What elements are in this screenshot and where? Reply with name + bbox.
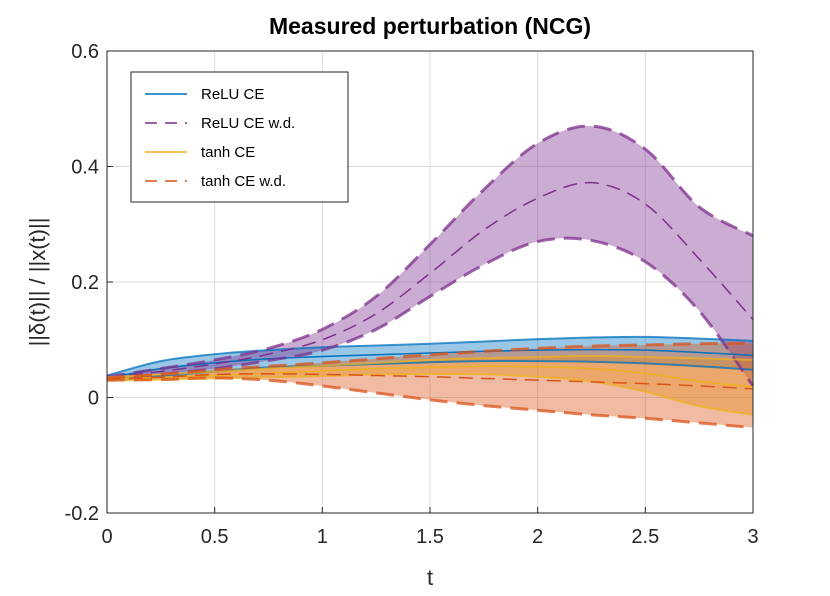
legend-label: tanh CE <box>201 144 255 161</box>
y-tick-label: 0 <box>88 388 99 410</box>
band-relu-ce-w-d <box>107 125 753 386</box>
y-axis-label: ||δ(t)|| / ||x(t)|| <box>25 218 50 347</box>
line-tanh-ce-w-d <box>106 373 754 390</box>
line-relu-ce-w-d <box>106 181 754 379</box>
x-tick-label: 0.5 <box>201 526 229 548</box>
upper-bound-relu-ce <box>106 335 754 377</box>
lower-bound-tanh-ce <box>106 372 754 416</box>
confidence-bands <box>107 125 753 428</box>
legend-label: ReLU CE <box>201 86 264 103</box>
legend-label: ReLU CE w.d. <box>201 115 295 132</box>
x-tick-label: 2.5 <box>631 526 659 548</box>
line-relu-ce <box>106 348 754 379</box>
x-tick-label: 0 <box>101 526 112 548</box>
x-tick-label: 2 <box>532 526 543 548</box>
chart-title: Measured perturbation (NCG) <box>269 13 591 39</box>
x-tick-label: 1 <box>317 526 328 548</box>
line-tanh-ce <box>106 365 754 388</box>
y-tick-label: -0.2 <box>65 503 99 525</box>
y-tick-label: 0.4 <box>71 157 99 179</box>
x-axis-label: t <box>427 565 433 590</box>
series-lines <box>106 124 755 430</box>
y-tick-label: 0.6 <box>71 41 99 63</box>
y-tick-label: 0.2 <box>71 272 99 294</box>
band-tanh-ce <box>107 355 753 415</box>
upper-bound-relu-ce-w-d <box>106 124 754 379</box>
axis-ticks: 0 0.5 1 1.5 2 2.5 3-0.200.20.40.6 <box>65 41 759 548</box>
x-tick-label: 1.5 <box>416 526 444 548</box>
x-tick-label: 3 <box>747 526 758 548</box>
lower-bound-tanh-ce-w-d <box>106 376 754 430</box>
upper-bound-tanh-ce <box>106 354 754 379</box>
legend: ReLU CE ReLU CE w.d. tanh CE tanh CE w.d. <box>130 71 349 203</box>
legend-label: tanh CE w.d. <box>201 173 286 190</box>
band-relu-ce <box>107 336 753 381</box>
band-tanh-ce-w-d <box>107 343 753 428</box>
